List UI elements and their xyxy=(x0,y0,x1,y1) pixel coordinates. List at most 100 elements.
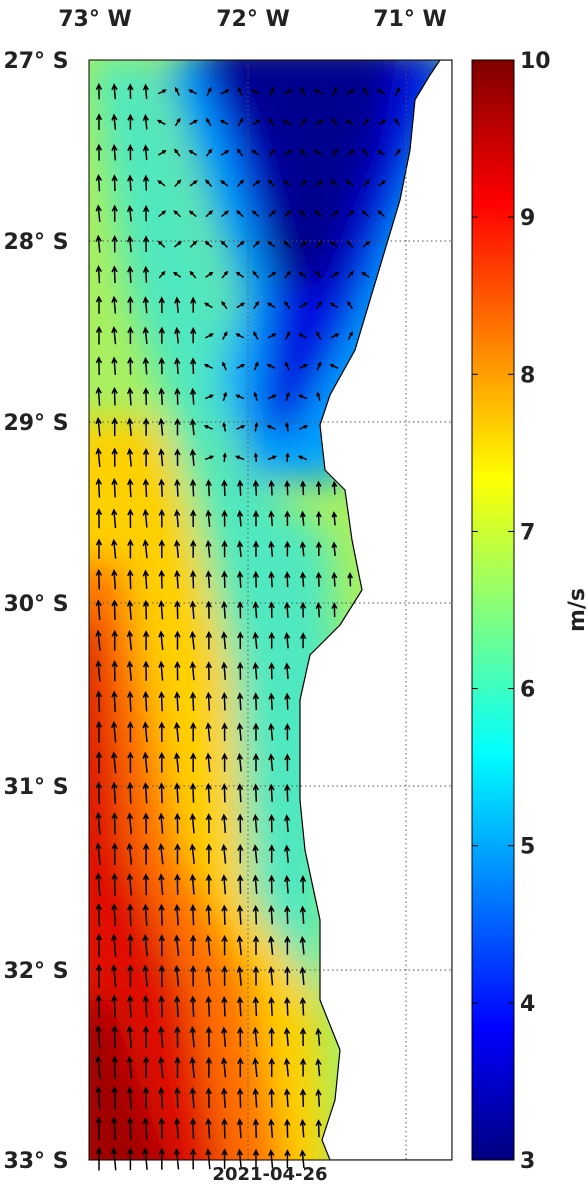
wind-arrow xyxy=(173,210,181,218)
colorbar-tick-label: 10 xyxy=(520,49,551,74)
wind-arrows xyxy=(95,82,401,1171)
wind-arrow xyxy=(174,179,182,187)
wind-arrow xyxy=(126,599,134,620)
wind-arrow xyxy=(252,240,261,248)
lon-label: 72° W xyxy=(216,7,290,32)
wind-arrow xyxy=(158,995,165,1018)
wind-arrow xyxy=(189,600,197,619)
wind-arrow xyxy=(346,149,355,156)
wind-arrow xyxy=(204,394,215,400)
wind-arrow xyxy=(299,363,309,369)
wind-arrow xyxy=(142,903,149,926)
wind-arrow xyxy=(111,629,118,651)
wind-arrow xyxy=(189,843,196,865)
wind-arrow xyxy=(220,1056,228,1078)
wind-arrow xyxy=(329,363,339,369)
wind-arrow xyxy=(236,692,244,711)
wind-arrow xyxy=(235,455,245,461)
wind-arrow xyxy=(299,935,306,955)
wind-arrow xyxy=(377,180,387,187)
wind-arrow xyxy=(158,600,165,620)
wind-arrow xyxy=(174,417,181,436)
wind-arrow xyxy=(284,571,291,588)
wind-arrow xyxy=(315,601,322,618)
wind-arrow xyxy=(111,751,118,774)
wind-arrow xyxy=(157,180,166,187)
wind-arrow xyxy=(174,1056,181,1079)
wind-arrow xyxy=(158,210,167,218)
wind-arrow xyxy=(174,660,181,681)
wind-arrow xyxy=(189,965,197,987)
wind-arrow xyxy=(173,934,181,957)
wind-arrow xyxy=(266,363,276,369)
wind-arrow xyxy=(142,1055,150,1079)
wind-arrow xyxy=(284,1118,291,1138)
wind-arrow xyxy=(111,295,118,314)
wind-arrow xyxy=(172,271,182,278)
wind-arrow xyxy=(205,722,212,742)
wind-arrow xyxy=(189,1117,197,1139)
wind-arrow xyxy=(222,421,227,432)
wind-arrow xyxy=(126,417,134,436)
wind-arrow xyxy=(284,361,290,371)
wind-arrow xyxy=(361,271,370,278)
wind-arrow xyxy=(205,1056,213,1078)
wind-arrow xyxy=(95,842,102,866)
date: 2021-04-26 xyxy=(212,1164,327,1185)
wind-arrow xyxy=(111,781,118,804)
wind-arrow xyxy=(221,210,229,218)
wind-arrow xyxy=(222,361,227,371)
wind-arrow xyxy=(315,300,323,310)
wind-arrow xyxy=(142,356,150,375)
wind-arrow xyxy=(252,904,260,925)
wind-arrow xyxy=(299,541,306,557)
wind-arrow xyxy=(189,904,197,926)
wind-arrow xyxy=(110,964,118,988)
wind-arrow xyxy=(111,903,118,927)
wind-arrow xyxy=(189,1056,196,1078)
lat-label: 33° S xyxy=(3,1149,68,1174)
wind-arrow xyxy=(284,480,291,496)
wind-arrow xyxy=(174,448,181,467)
wind-arrow xyxy=(299,571,307,587)
wind-arrow xyxy=(205,148,213,157)
wind-arrow xyxy=(127,721,134,743)
wind-arrow xyxy=(204,240,213,248)
wind-arrow xyxy=(376,149,386,156)
wind-arrow xyxy=(299,905,307,924)
map-frame xyxy=(88,59,453,1161)
wind-arrow xyxy=(126,447,134,467)
wind-arrow xyxy=(268,935,275,955)
wind-arrow xyxy=(127,1116,134,1140)
wind-arrow xyxy=(220,240,228,248)
wind-arrow xyxy=(142,387,150,406)
wind-arrow xyxy=(268,753,275,772)
wind-arrow xyxy=(205,661,213,681)
wind-arrow xyxy=(111,83,118,100)
wind-arrow xyxy=(205,479,212,497)
wind-arrow xyxy=(158,357,165,375)
wind-arrow xyxy=(315,571,322,587)
wind-arrow xyxy=(127,113,134,130)
wind-arrow xyxy=(251,210,260,218)
wind-arrow xyxy=(127,781,134,804)
wind-arrow xyxy=(158,660,165,681)
wind-arrow xyxy=(236,1118,244,1139)
colorbar-tick-label: 3 xyxy=(520,1149,535,1174)
wind-arrow xyxy=(252,270,260,279)
wind-arrow xyxy=(236,148,244,157)
wind-arrow xyxy=(126,387,134,406)
wind-arrow xyxy=(158,539,165,559)
wind-arrow xyxy=(95,872,102,896)
wind-arrow xyxy=(174,812,181,834)
wind-arrow xyxy=(315,480,322,495)
wind-arrow xyxy=(268,692,275,710)
wind-arrow xyxy=(284,270,292,279)
wind-arrow xyxy=(220,149,230,156)
colorbar-tick-label: 8 xyxy=(520,363,535,388)
wind-arrow xyxy=(95,174,102,192)
wind-arrow xyxy=(204,302,213,309)
wind-arrow xyxy=(142,812,150,834)
wind-arrow xyxy=(95,568,103,590)
wind-arrow xyxy=(174,478,181,497)
